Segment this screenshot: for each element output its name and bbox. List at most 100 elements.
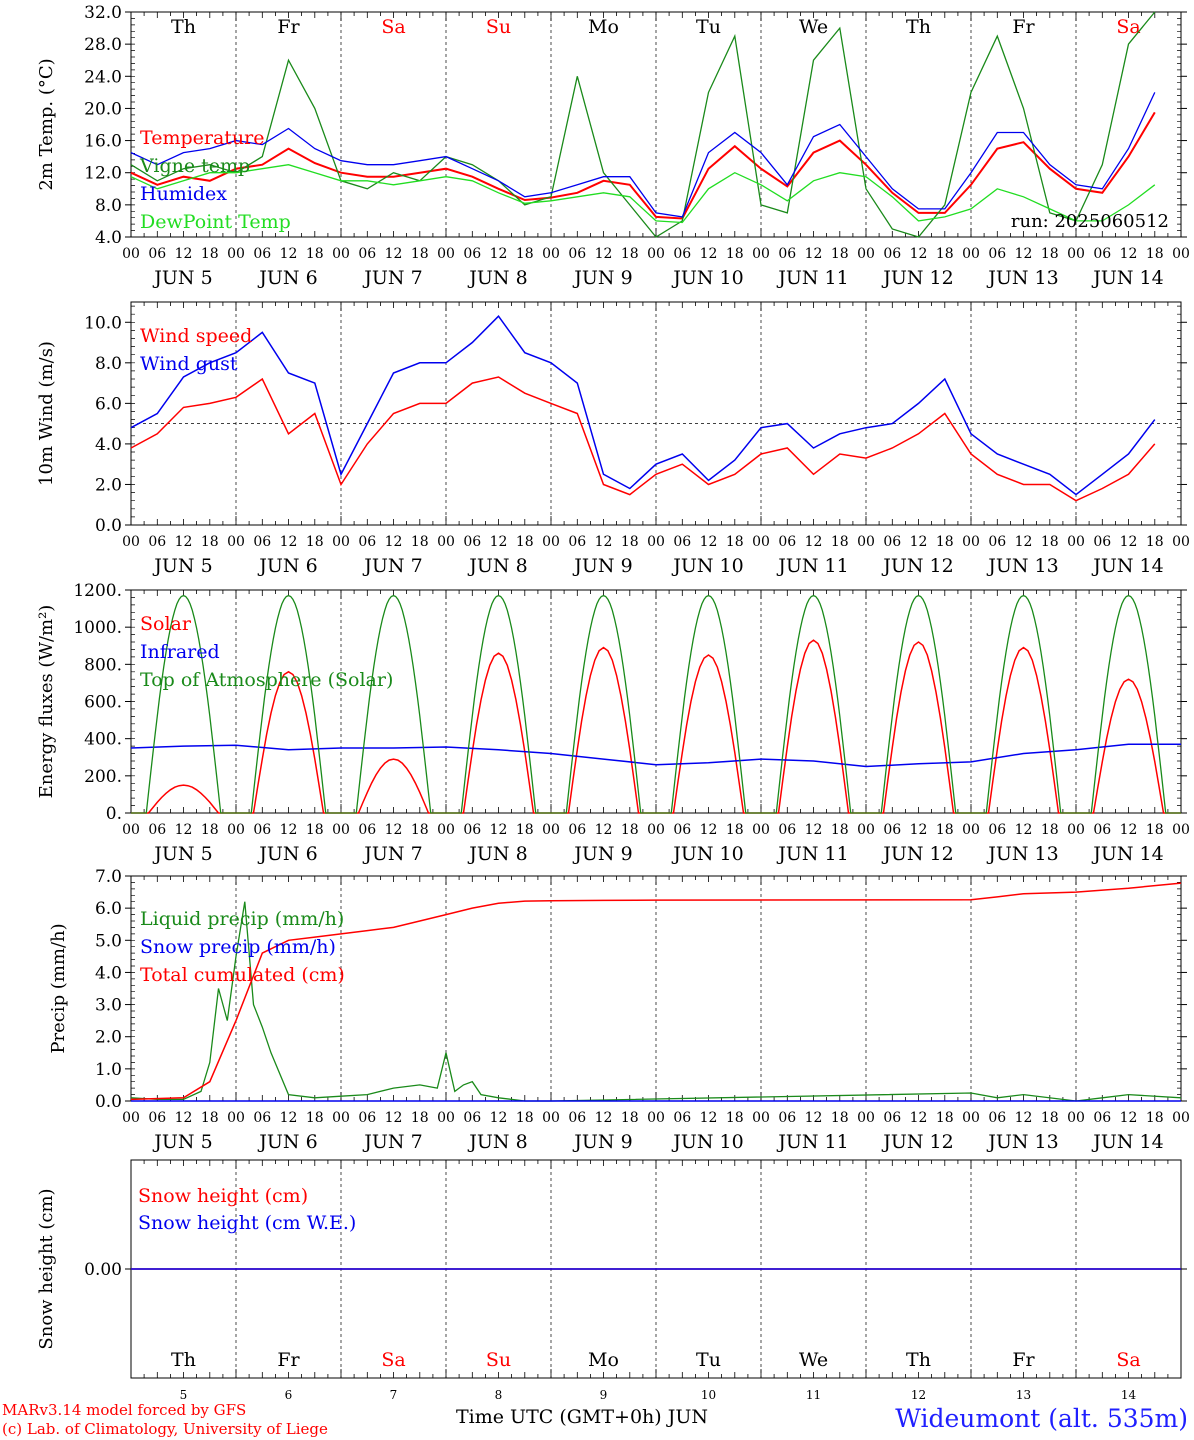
hour-tick-label: 00: [437, 822, 455, 838]
hour-tick-label: 18: [726, 1110, 744, 1126]
hour-tick-label: 00: [437, 1110, 455, 1126]
hour-tick-label: 12: [280, 822, 298, 838]
hour-tick-label: 18: [621, 534, 639, 550]
day-name: Mo: [588, 16, 619, 38]
hour-tick-label: 06: [253, 1110, 271, 1126]
hour-tick-label: 00: [647, 822, 665, 838]
hour-tick-label: 12: [490, 1110, 508, 1126]
hour-tick-label: 00: [1172, 822, 1190, 838]
hour-tick-label: 18: [411, 534, 429, 550]
day-name: Th: [906, 1349, 931, 1371]
hour-tick-label: 12: [490, 822, 508, 838]
date-label: JUN 10: [671, 267, 743, 289]
hour-tick-label: 06: [1093, 1110, 1111, 1126]
hour-tick-label: 06: [568, 534, 586, 550]
day-name: Th: [906, 16, 931, 38]
hour-tick-label: 12: [910, 822, 928, 838]
date-label: JUN 6: [257, 267, 317, 289]
hour-tick-label: 00: [122, 822, 140, 838]
hour-tick-label: 12: [1120, 534, 1138, 550]
y-tick-label: 0.: [106, 804, 122, 824]
y-minor-ticks: [131, 305, 1181, 526]
y-tick-label: 4.0: [95, 963, 122, 983]
y-tick-label: 7.0: [95, 867, 122, 887]
y-tick-label: 1200.: [73, 581, 122, 601]
hour-tick-label: 18: [1146, 1110, 1164, 1126]
day-number-label: 14: [1121, 1388, 1137, 1402]
y-tick-label: 800.: [84, 655, 122, 675]
date-label: JUN 14: [1091, 1131, 1163, 1153]
hour-tick-label: 00: [962, 534, 980, 550]
hour-tick-label: 00: [542, 822, 560, 838]
hour-tick-label: 06: [673, 822, 691, 838]
hour-tick-label: 12: [280, 534, 298, 550]
hour-tick-label: 00: [1067, 534, 1085, 550]
hour-tick-label: 06: [358, 1110, 376, 1126]
hour-tick-label: 00: [962, 1110, 980, 1126]
hour-tick-label: 00: [332, 822, 350, 838]
hour-tick-label: 00: [1067, 246, 1085, 262]
series-wind-speed: [130, 376, 1156, 502]
series-humidex: [130, 92, 1156, 218]
date-label: JUN 5: [152, 1131, 212, 1153]
y-axis-label: Snow height (cm): [36, 1188, 57, 1349]
date-label: JUN 8: [467, 843, 527, 865]
legend-entry: Total cumulated (cm): [140, 964, 345, 986]
station-name: Wideumont (alt. 535m): [895, 1404, 1188, 1433]
day-number-label: 13: [1016, 1388, 1031, 1402]
day-name: Sa: [1116, 16, 1140, 38]
date-label: JUN 10: [671, 843, 743, 865]
hour-tick-label: 00: [437, 246, 455, 262]
series-temperature: [130, 111, 1156, 220]
hour-tick-label: 06: [883, 246, 901, 262]
hour-tick-label: 18: [516, 822, 534, 838]
run-annotation: run: 2025060512: [1011, 211, 1169, 232]
y-tick-label: 1.0: [95, 1060, 122, 1080]
hour-tick-label: 12: [805, 534, 823, 550]
date-label: JUN 8: [467, 1131, 527, 1153]
panel-frame: [130, 301, 1182, 526]
hour-tick-label: 06: [463, 1110, 481, 1126]
hour-tick-label: 00: [857, 246, 875, 262]
hour-tick-label: 18: [1041, 246, 1059, 262]
date-label: JUN 11: [776, 1131, 848, 1153]
hour-tick-label: 00: [647, 534, 665, 550]
y-tick-label: 2.0: [95, 1028, 122, 1048]
panel-wind: 0.0 2.0 4.0 6.0 8.0 10.0 10m Wind (m/s) Wind sp…: [36, 301, 1190, 577]
hour-tick-label: 12: [1015, 1110, 1033, 1126]
day-name: We: [799, 16, 828, 38]
hour-tick-label: 18: [201, 246, 219, 262]
hour-tick-label: 18: [831, 246, 849, 262]
day-name: We: [799, 1349, 828, 1371]
hour-tick-label: 06: [988, 246, 1006, 262]
day-name: Mo: [588, 1349, 619, 1371]
series-wind-gust: [130, 315, 1156, 496]
day-number-label: 9: [600, 1388, 608, 1402]
time-ticks: [130, 12, 1182, 237]
time-ticks: [130, 302, 1182, 525]
y-tick-label: 20.0: [84, 99, 122, 119]
hour-tick-label: 12: [1120, 1110, 1138, 1126]
hour-tick-label: 06: [568, 1110, 586, 1126]
hour-tick-label: 00: [227, 822, 245, 838]
hour-tick-label: 00: [542, 1110, 560, 1126]
hour-tick-label: 00: [332, 534, 350, 550]
hour-tick-label: 06: [883, 534, 901, 550]
hour-tick-label: 00: [122, 246, 140, 262]
hour-tick-label: 12: [595, 1110, 613, 1126]
y-tick-label: 600.: [84, 693, 122, 713]
y-tick-label: 32.0: [84, 3, 122, 23]
hour-tick-label: 06: [148, 822, 166, 838]
day-number-label: 6: [285, 1388, 293, 1402]
day-name: Sa: [381, 16, 405, 38]
hour-tick-label: 18: [201, 1110, 219, 1126]
hour-tick-label: 18: [726, 822, 744, 838]
date-label: JUN 7: [362, 1131, 422, 1153]
y-tick-label: 12.0: [84, 164, 122, 184]
hour-tick-label: 06: [568, 246, 586, 262]
day-name: Su: [486, 1349, 511, 1371]
y-minor-ticks: [131, 11, 1181, 238]
day-number-label: 7: [390, 1388, 398, 1402]
y-tick-label: 16.0: [84, 132, 122, 152]
y-tick-label: 200.: [84, 767, 122, 787]
